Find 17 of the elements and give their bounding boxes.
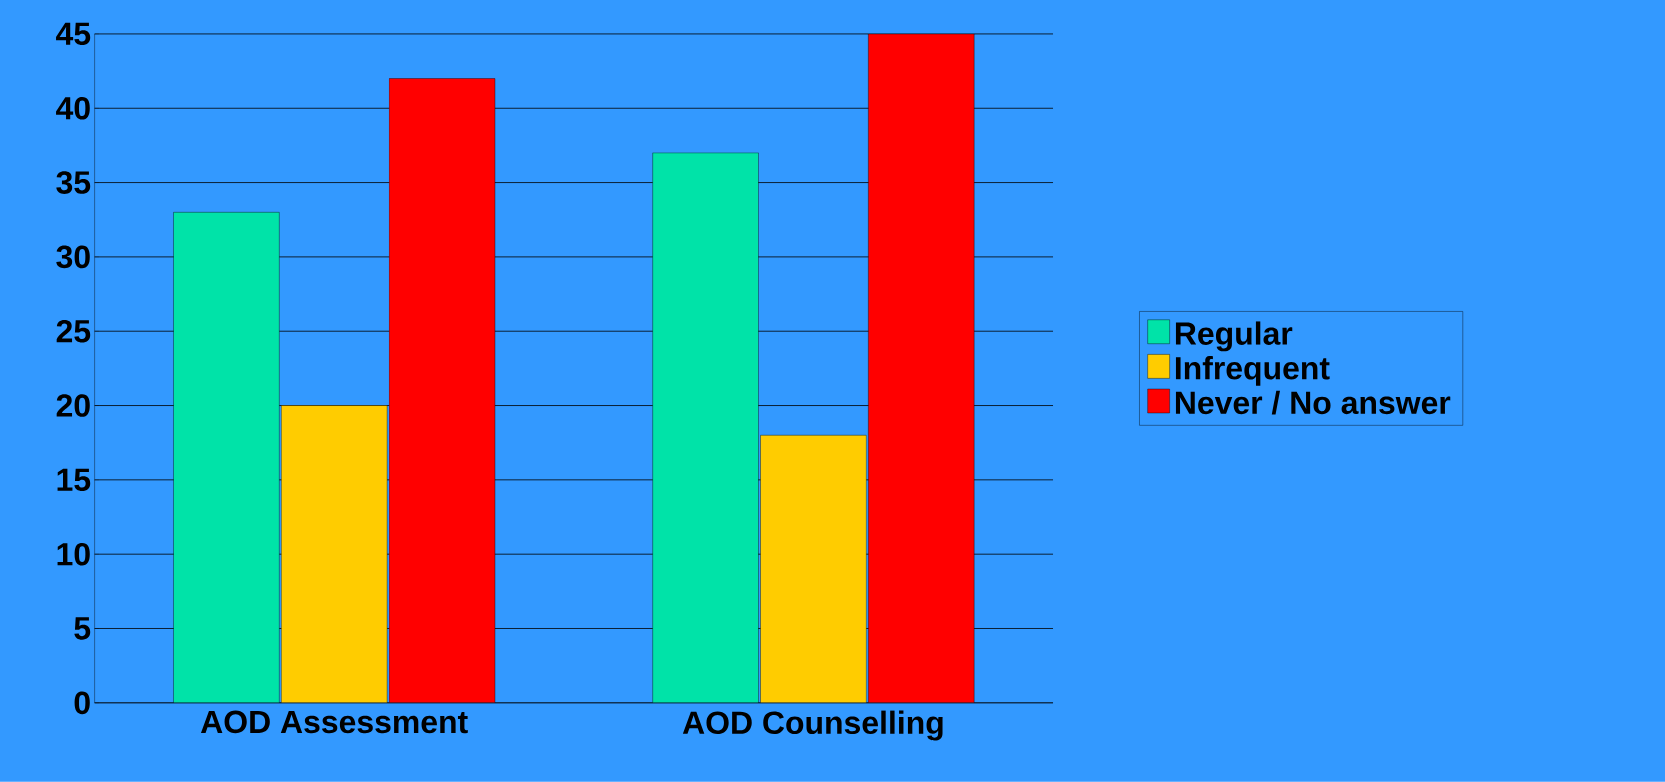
legend-label: Never / No answer bbox=[1175, 390, 1451, 415]
y-tick-label: 15 bbox=[57, 468, 91, 492]
y-tick-label: 20 bbox=[56, 394, 90, 417]
y-tick-label: 0 bbox=[74, 691, 90, 715]
y-tick-label: 35 bbox=[56, 171, 91, 195]
y-tick-label: 25 bbox=[56, 320, 91, 343]
y-tick-label: 5 bbox=[74, 617, 91, 640]
legend-label: Regular bbox=[1175, 321, 1293, 352]
y-tick-label: 40 bbox=[56, 97, 90, 120]
x-tick-label: AOD Assessment bbox=[200, 710, 468, 734]
y-tick-label: 30 bbox=[56, 245, 90, 269]
x-tick-label: AOD Counselling bbox=[682, 710, 943, 741]
y-tick-label: 10 bbox=[57, 543, 90, 566]
bar bbox=[652, 152, 759, 703]
legend-label: Infrequent bbox=[1175, 356, 1330, 386]
bar bbox=[173, 212, 280, 703]
y-tick-label: 45 bbox=[56, 22, 91, 46]
